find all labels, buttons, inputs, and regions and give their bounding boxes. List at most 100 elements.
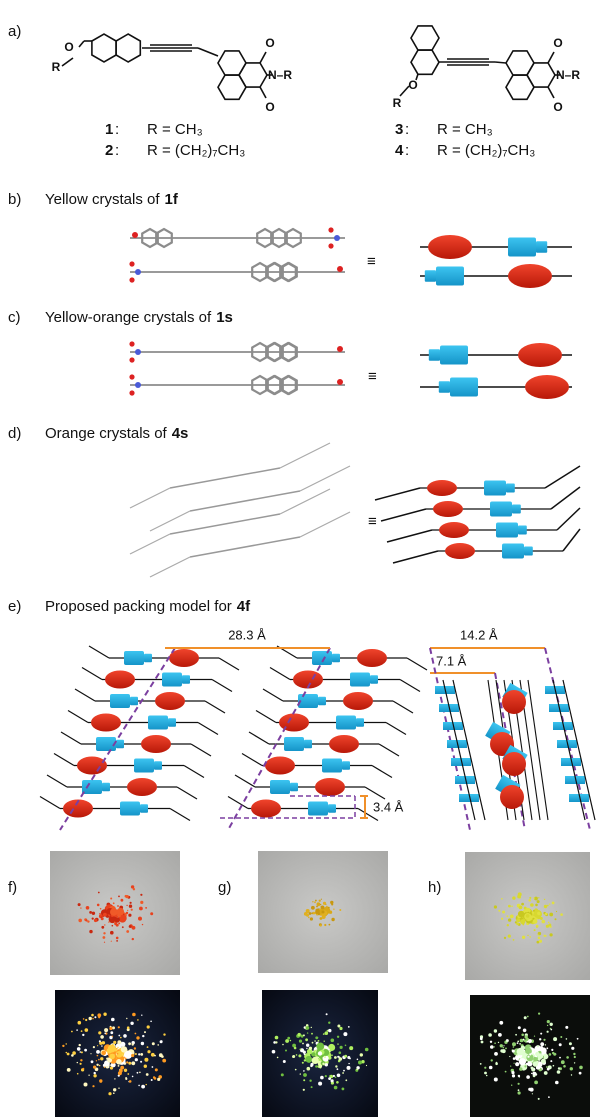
imide-unit [116, 740, 124, 748]
particle [349, 1046, 353, 1050]
particle [569, 1042, 572, 1045]
naphthalimide-unit [162, 673, 182, 687]
particle [88, 1075, 89, 1076]
particle [488, 1033, 492, 1037]
particle [296, 1054, 298, 1056]
particle [531, 1073, 532, 1074]
tail [545, 466, 580, 488]
particle [343, 1070, 345, 1072]
particle [152, 1066, 154, 1068]
particle [513, 1057, 516, 1060]
particle [135, 1058, 138, 1061]
particle [129, 1080, 132, 1083]
particle [111, 1018, 115, 1022]
particle [163, 1033, 165, 1035]
particle [66, 1052, 68, 1054]
particle [109, 1054, 115, 1060]
tail [256, 711, 276, 723]
particle [114, 922, 115, 923]
particle [322, 911, 325, 914]
particle [516, 922, 519, 925]
particle [336, 1081, 339, 1084]
particle [315, 900, 317, 902]
particle [480, 1037, 483, 1040]
particle [504, 937, 506, 939]
particle [529, 1053, 531, 1055]
label: f) [8, 879, 17, 896]
particle [557, 1070, 561, 1074]
label: O [265, 36, 274, 50]
particle [89, 1017, 92, 1020]
particle [145, 907, 147, 909]
particle [89, 930, 92, 933]
particle [303, 1070, 305, 1072]
particle [306, 1048, 307, 1049]
naphthalimide-unit [490, 502, 512, 517]
particle [532, 1072, 536, 1076]
imide-unit [425, 270, 436, 281]
particle [281, 1073, 284, 1076]
label: O [408, 78, 417, 92]
imide-unit [182, 675, 190, 683]
particle [559, 1043, 562, 1046]
particle [570, 1067, 573, 1070]
naphthalene-unit [127, 778, 157, 796]
particle [110, 908, 118, 916]
particle [548, 924, 551, 927]
page: a)ORON–ROORON–RO1:R = CH₃2:R = (CH₂)₇CH₃… [0, 0, 597, 1117]
particle [112, 1026, 115, 1029]
particle [85, 1019, 87, 1021]
particle [133, 888, 135, 890]
particle [103, 1013, 106, 1016]
nitrogen [135, 269, 141, 275]
particle [518, 1089, 520, 1091]
particle [301, 1035, 303, 1037]
oxygen [129, 390, 134, 395]
particle [517, 1042, 519, 1044]
nitrogen [334, 235, 340, 241]
particle [116, 940, 118, 942]
particle [543, 1039, 545, 1041]
particle [494, 1046, 495, 1047]
particle [345, 1079, 347, 1081]
particle [545, 913, 548, 916]
particle [538, 1098, 540, 1100]
particle [577, 1038, 579, 1040]
particle [322, 915, 326, 919]
particle [484, 1067, 486, 1069]
tail [372, 766, 392, 778]
particle [82, 1068, 84, 1070]
particle [494, 1052, 498, 1056]
particle [92, 918, 94, 920]
particle [118, 922, 120, 924]
particle [546, 1047, 548, 1049]
particle [360, 1053, 363, 1056]
oxygen [328, 243, 333, 248]
naphthalene-unit [428, 235, 472, 259]
particle [78, 903, 81, 906]
particle [537, 912, 540, 915]
particle [152, 1042, 155, 1045]
particle [137, 1019, 139, 1021]
particle [526, 1075, 530, 1079]
particle [99, 1079, 102, 1082]
particle [140, 1053, 143, 1056]
particle [491, 1059, 493, 1061]
label: 28.3 Å [228, 627, 266, 642]
particle [307, 1032, 308, 1033]
particle [125, 1078, 127, 1080]
particle [545, 935, 547, 937]
particle [92, 912, 95, 915]
particle [555, 918, 557, 920]
naphthalimide-unit [82, 780, 102, 794]
particle [553, 1053, 556, 1056]
particle [277, 1057, 279, 1059]
particle [325, 1063, 328, 1066]
particle [507, 924, 509, 926]
particle [94, 1016, 96, 1018]
naphthalimide-unit [96, 737, 116, 751]
particle [326, 1013, 328, 1015]
tail [191, 744, 211, 756]
particle [502, 911, 505, 914]
particle [530, 903, 534, 907]
